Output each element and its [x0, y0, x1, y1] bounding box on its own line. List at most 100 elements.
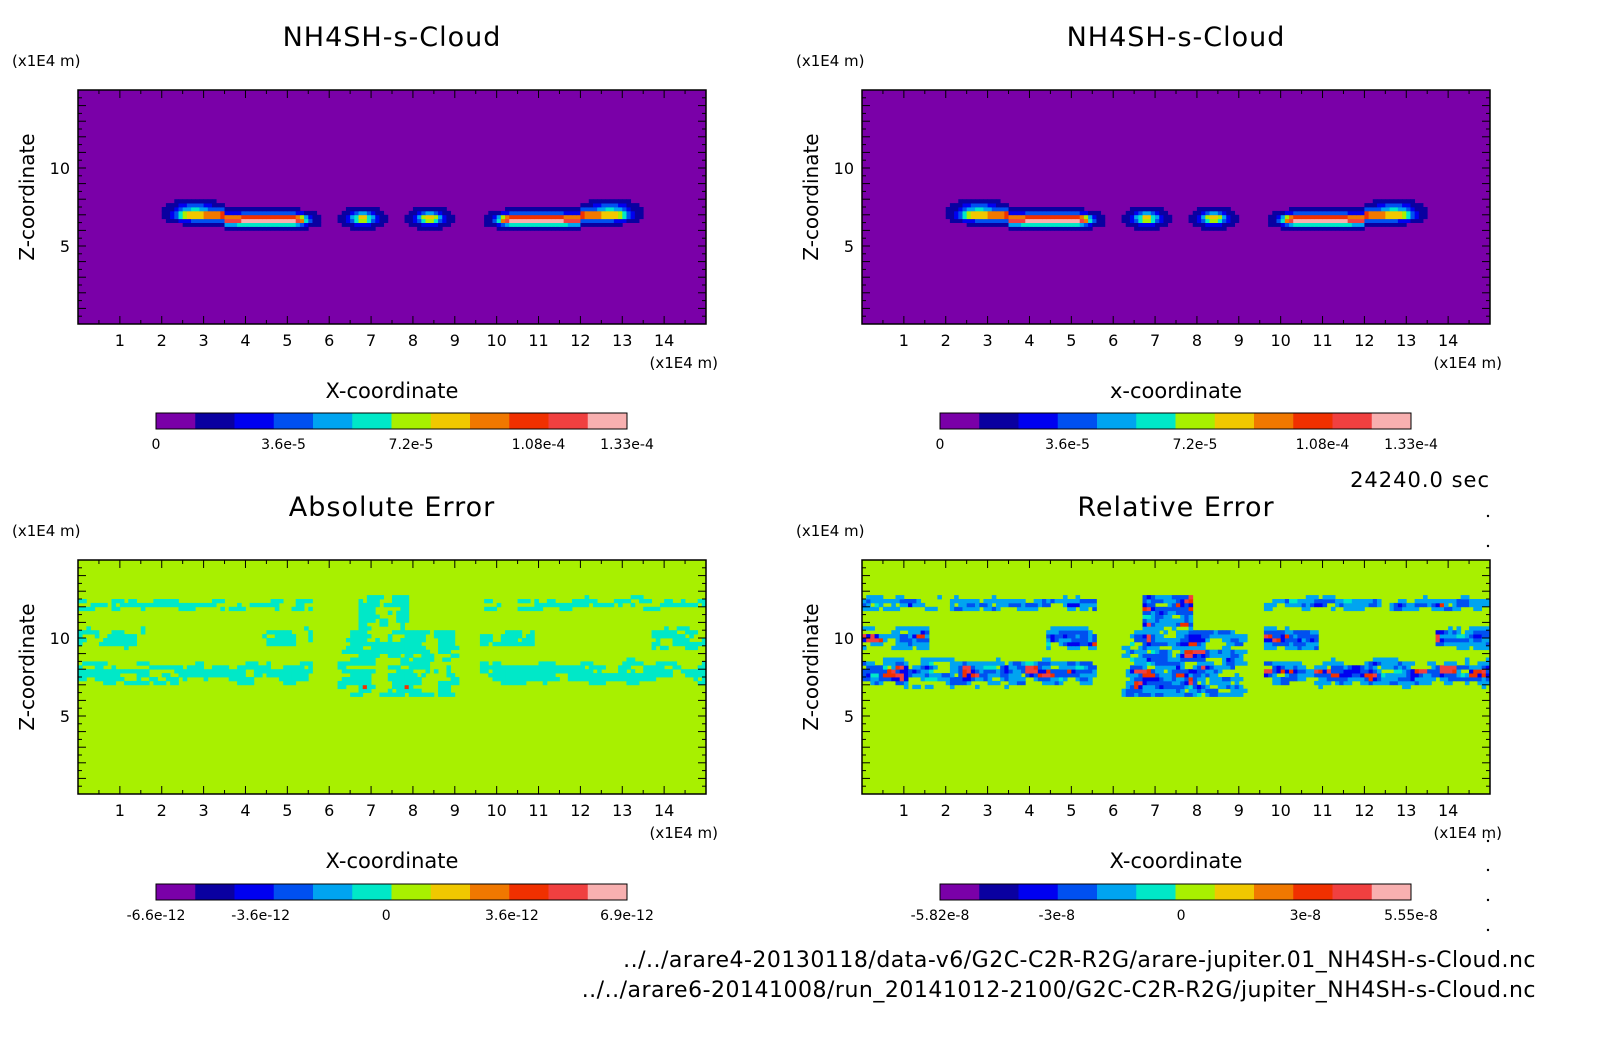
heatmap-cell	[1272, 661, 1277, 666]
heatmap-cell	[103, 602, 108, 608]
colorbar-tick-label: -5.82e-8	[911, 908, 970, 924]
heatmap-cell	[874, 673, 880, 678]
heatmap-cell	[643, 673, 648, 678]
heatmap-cell	[1238, 692, 1244, 697]
heatmap-cell	[408, 673, 414, 678]
heatmap-cell	[1448, 599, 1453, 604]
heatmap-cell	[1180, 614, 1185, 619]
heatmap-cell	[1046, 634, 1051, 639]
heatmap-cell	[975, 684, 980, 690]
heatmap-cell	[1146, 207, 1152, 212]
heatmap-cell	[1322, 602, 1328, 608]
heatmap-cell	[1263, 606, 1269, 612]
heatmap-cell	[1159, 680, 1164, 686]
heatmap-cell	[1276, 665, 1282, 670]
heatmap-cell	[149, 602, 154, 608]
x-tick-label: 8	[408, 331, 418, 350]
heatmap-cell	[1356, 214, 1361, 220]
heatmap-cell	[1439, 669, 1445, 674]
heatmap-cell	[1188, 653, 1194, 658]
heatmap-cell	[1050, 226, 1055, 231]
heatmap-cell	[1146, 622, 1152, 627]
heatmap-cell	[920, 657, 926, 662]
heatmap-cell	[1347, 680, 1353, 686]
heatmap-cell	[630, 661, 636, 666]
heatmap-cell	[655, 641, 661, 647]
heatmap-cell	[1222, 649, 1227, 654]
heatmap-cell	[563, 606, 569, 612]
heatmap-cell	[1138, 638, 1143, 643]
heatmap-cell	[182, 606, 188, 612]
heatmap-cell	[676, 634, 682, 639]
heatmap-cell	[1347, 214, 1353, 220]
heatmap-cell	[442, 210, 447, 216]
heatmap-cell	[1473, 599, 1478, 604]
heatmap-cell	[1004, 218, 1009, 223]
heatmap-cell	[651, 669, 657, 674]
heatmap-cell	[1146, 688, 1152, 693]
heatmap-cell	[1042, 602, 1047, 608]
heatmap-cell	[78, 606, 83, 612]
heatmap-cell	[1351, 210, 1357, 216]
heatmap-cell	[878, 665, 884, 670]
heatmap-cell	[1159, 657, 1164, 662]
heatmap-cell	[1016, 210, 1022, 216]
heatmap-cell	[1163, 673, 1169, 678]
heatmap-cell	[1163, 210, 1169, 216]
heatmap-cell	[530, 641, 535, 647]
heatmap-cell	[1184, 653, 1189, 658]
heatmap-cell	[400, 606, 405, 612]
heatmap-cell	[580, 661, 585, 666]
heatmap-cell	[1376, 602, 1382, 608]
heatmap-cell	[262, 665, 267, 670]
heatmap-cell	[626, 657, 632, 662]
heatmap-cell	[1067, 634, 1072, 639]
heatmap-cell	[1062, 595, 1068, 600]
heatmap-cell	[400, 614, 405, 619]
heatmap-cell	[1343, 669, 1349, 674]
heatmap-cell	[421, 222, 426, 227]
heatmap-cell	[1033, 677, 1039, 682]
heatmap-cell	[517, 641, 523, 647]
heatmap-cell	[1301, 214, 1307, 220]
heatmap-cell	[421, 207, 426, 212]
heatmap-cell	[1427, 602, 1432, 608]
heatmap-cell	[1443, 673, 1449, 678]
heatmap-cell	[1263, 669, 1269, 674]
heatmap-cell	[1335, 680, 1340, 686]
heatmap-cell	[878, 677, 884, 682]
heatmap-cell	[1142, 226, 1148, 231]
heatmap-cell	[866, 669, 871, 674]
heatmap-cell	[207, 207, 213, 212]
heatmap-cell	[1042, 207, 1047, 212]
heatmap-cell	[433, 634, 439, 639]
heatmap-cell	[924, 630, 930, 635]
heatmap-cell	[1284, 680, 1290, 686]
colorbar-swatch	[470, 884, 510, 900]
heatmap-cell	[1155, 222, 1160, 227]
heatmap-cell	[371, 641, 376, 647]
heatmap-cell	[1159, 677, 1164, 682]
heatmap-cell	[622, 210, 627, 216]
heatmap-cell	[572, 210, 577, 216]
heatmap-cell	[1402, 665, 1407, 670]
heatmap-cell	[178, 207, 184, 212]
heatmap-cell	[1125, 649, 1131, 654]
heatmap-cell	[488, 634, 493, 639]
heatmap-cell	[484, 641, 489, 647]
heatmap-cell	[304, 673, 309, 678]
heatmap-cell	[1222, 638, 1227, 643]
heatmap-cell	[216, 207, 221, 212]
heatmap-cell	[1192, 649, 1198, 654]
colorbar-swatch	[352, 884, 392, 900]
colorbar-tick-label: 0	[152, 437, 161, 453]
heatmap-cell	[442, 641, 447, 647]
heatmap-cell	[383, 618, 389, 623]
heatmap-cell	[1469, 602, 1474, 608]
heatmap-cell	[945, 673, 951, 678]
heatmap-cell	[1435, 641, 1441, 647]
heatmap-cell	[970, 599, 976, 604]
heatmap-cell	[542, 226, 548, 231]
heatmap-cell	[1439, 641, 1445, 647]
heatmap-cell	[366, 673, 372, 678]
